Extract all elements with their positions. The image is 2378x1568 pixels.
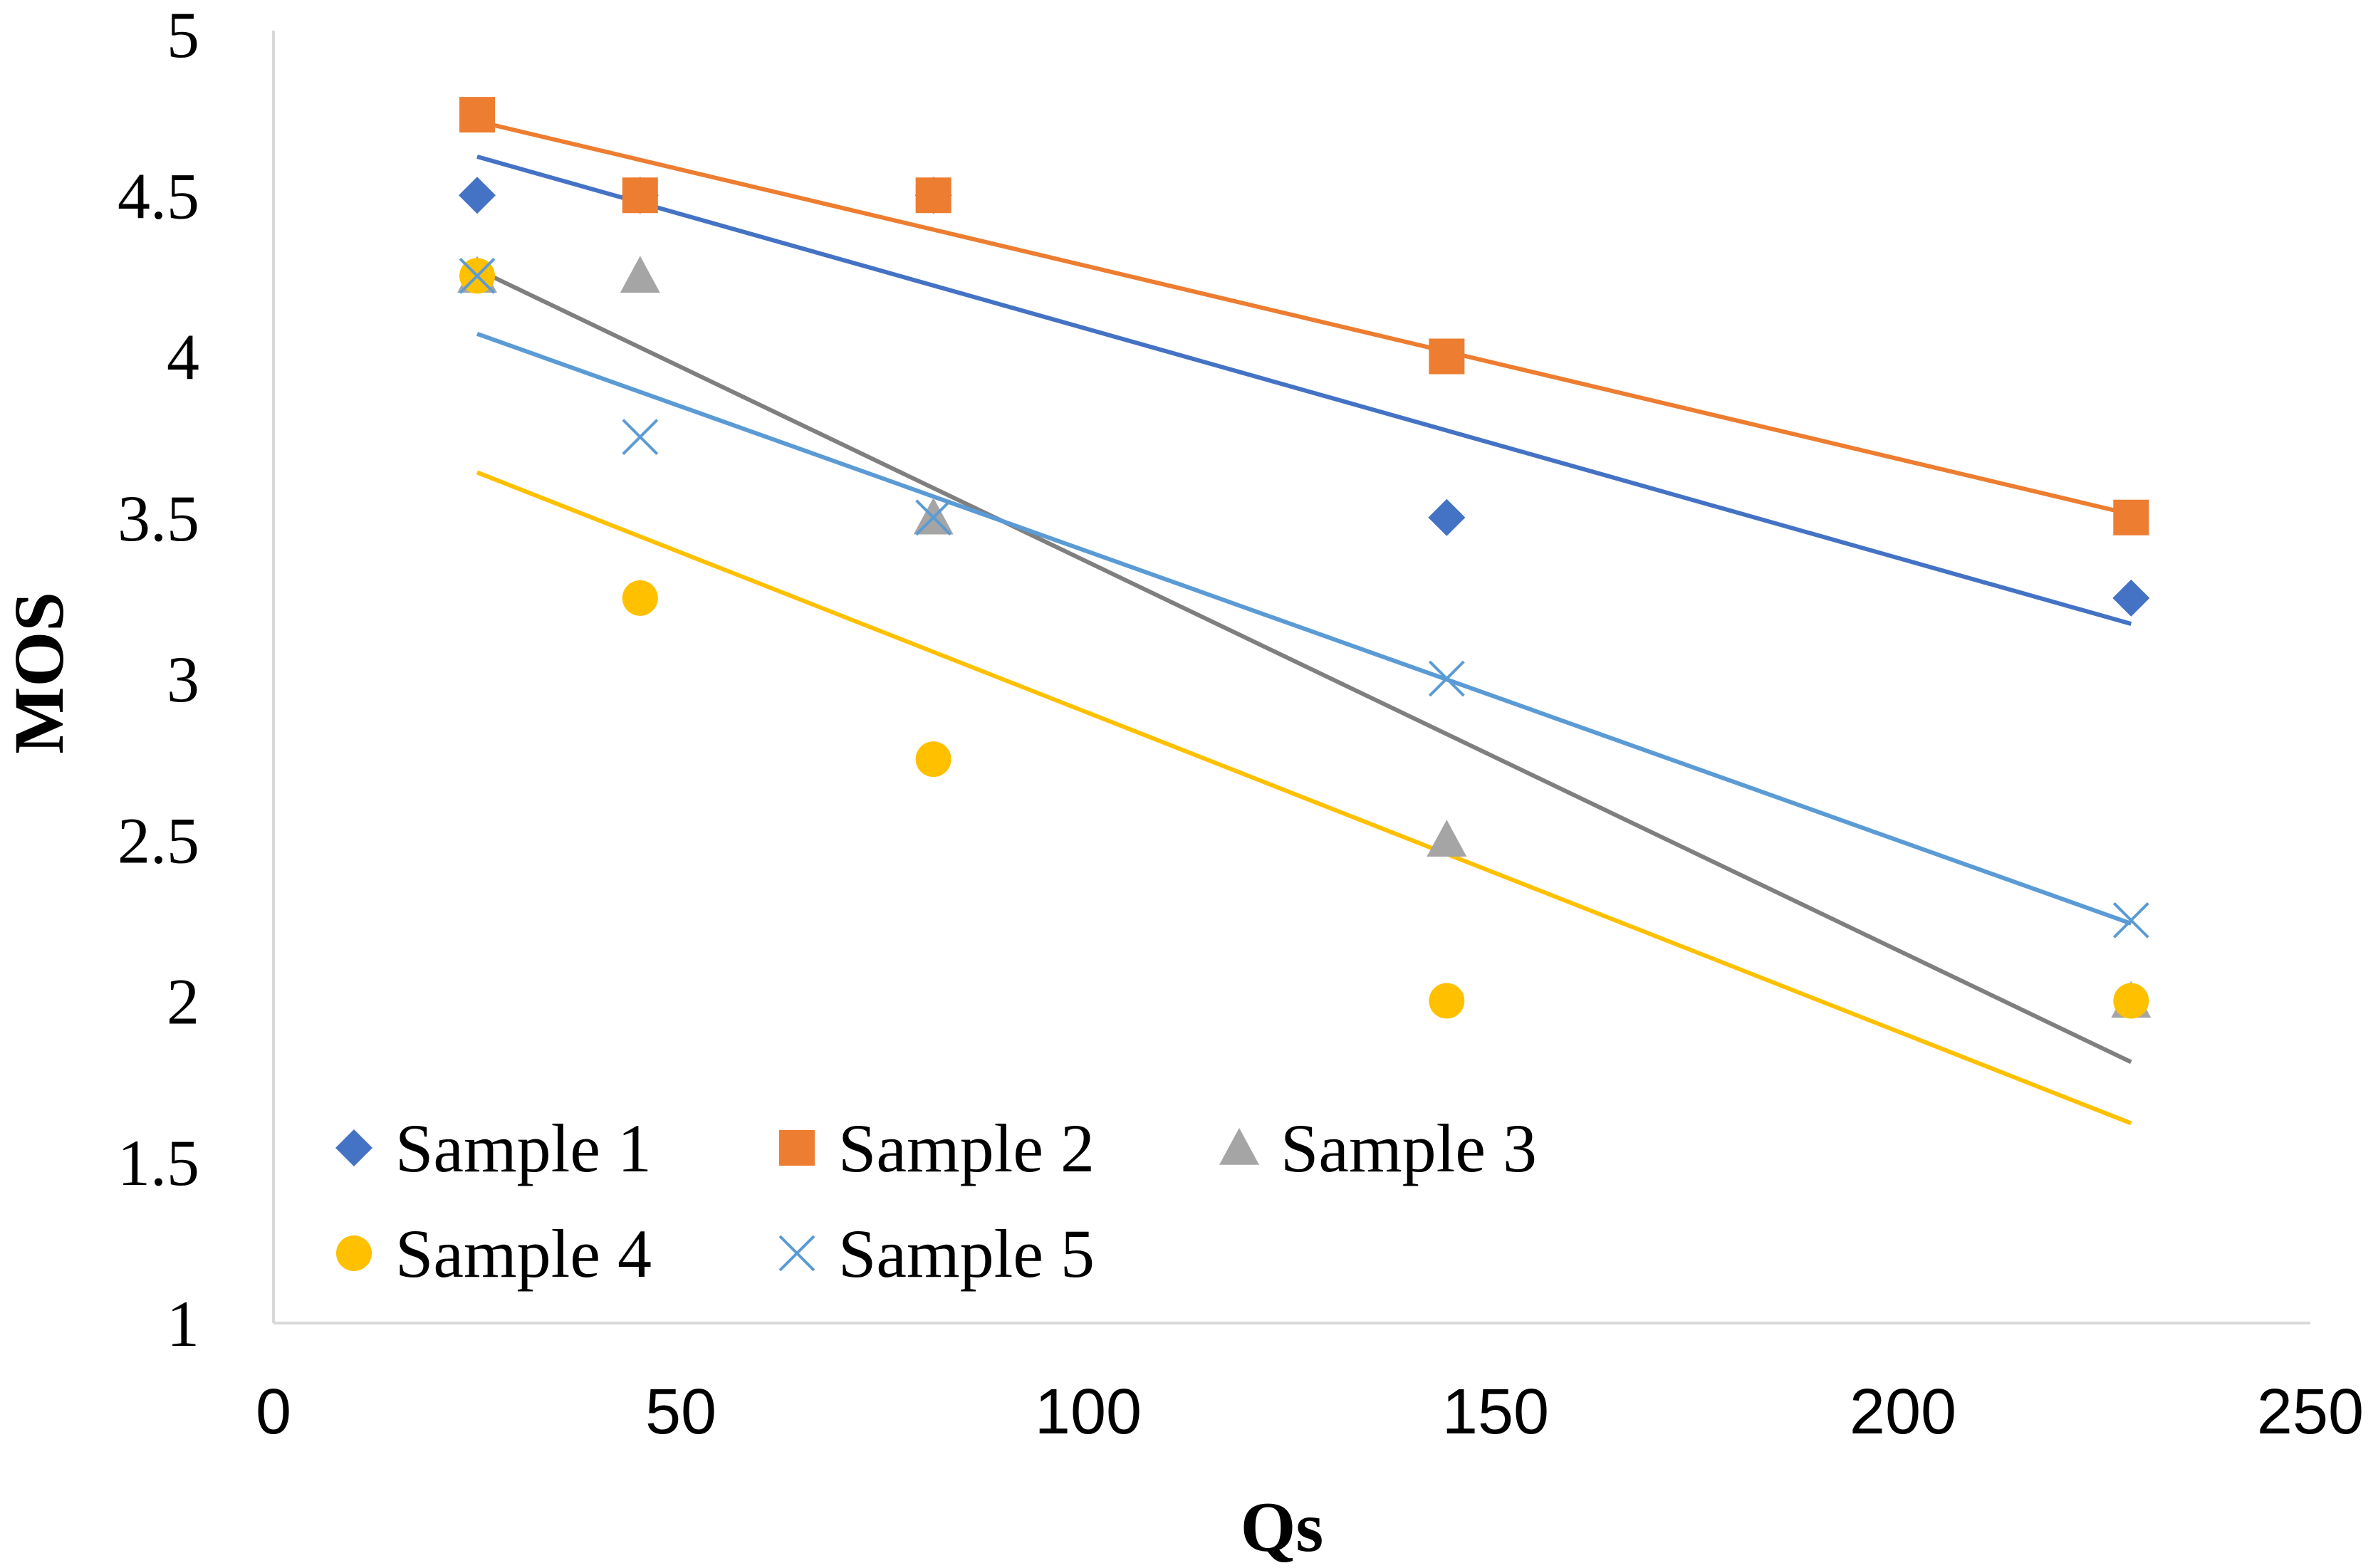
legend-marker <box>778 1235 815 1272</box>
x-marker-stroke <box>2112 901 2149 939</box>
legend: Sample 1 Sample 2 Sample 3 Sample 4 Sample 5 <box>335 1110 1537 1292</box>
data-point-sample-2 <box>915 177 951 214</box>
x-marker-stroke <box>1428 660 1465 697</box>
y-tick-label: 5 <box>167 0 199 71</box>
x-tick-label: 0 <box>256 1376 291 1448</box>
legend-label: Sample 5 <box>838 1216 1095 1292</box>
legend-item-sample-3: Sample 3 <box>1219 1110 1537 1186</box>
trendline-sample-4 <box>476 470 2132 1126</box>
legend-marker <box>1219 1128 1259 1165</box>
data-point-sample-4 <box>622 580 658 616</box>
y-tick-label: 3 <box>167 643 199 716</box>
legend-marker <box>335 1129 372 1166</box>
x-tick-label: 50 <box>645 1376 716 1448</box>
data-point-sample-2 <box>622 177 658 214</box>
data-point-sample-5 <box>1428 660 1465 697</box>
data-point-sample-1 <box>2112 579 2150 617</box>
x-tick-label: 150 <box>1442 1376 1549 1448</box>
data-point-sample-5 <box>459 257 496 294</box>
legend-marker <box>336 1235 372 1271</box>
data-point-sample-4 <box>915 741 951 778</box>
data-point-sample-2 <box>459 97 495 133</box>
x-marker-stroke <box>622 419 659 456</box>
y-tick-label: 1 <box>167 1287 199 1360</box>
y-tick-label: 1.5 <box>118 1127 199 1199</box>
axes <box>272 31 2310 1324</box>
data-point-sample-5 <box>915 499 952 536</box>
data-point-sample-5 <box>622 419 659 456</box>
legend-item-sample-2: Sample 2 <box>779 1110 1095 1186</box>
data-point-sample-2 <box>2113 499 2149 535</box>
x-marker-stroke <box>459 257 496 294</box>
trendlines <box>476 119 2132 1126</box>
legend-label: Sample 2 <box>838 1110 1095 1186</box>
y-axis-title: MOS <box>0 592 78 754</box>
data-point-sample-1 <box>459 177 496 214</box>
data-point-sample-3 <box>1427 820 1467 857</box>
y-tick-label: 2.5 <box>118 804 199 877</box>
data-points <box>457 97 2152 1019</box>
data-point-sample-4 <box>2113 983 2149 1019</box>
data-point-sample-5 <box>2112 901 2149 939</box>
legend-marker <box>779 1130 815 1166</box>
y-tick-label: 3.5 <box>118 482 199 555</box>
y-tick-label: 4.5 <box>118 160 199 232</box>
x-axis-title: Qs <box>1241 1488 1324 1567</box>
legend-label: Sample 4 <box>395 1216 652 1292</box>
x-marker-stroke <box>915 499 952 536</box>
trendline-sample-3 <box>476 267 2132 1065</box>
data-point-sample-4 <box>1429 983 1465 1019</box>
data-point-sample-2 <box>1429 338 1465 375</box>
trendline-sample-5 <box>476 331 2132 926</box>
data-point-sample-1 <box>1428 498 1466 536</box>
data-point-sample-3 <box>620 256 660 293</box>
trendline-sample-1 <box>476 155 2132 626</box>
trendline-sample-2 <box>476 119 2132 517</box>
legend-label: Sample 1 <box>395 1110 652 1186</box>
y-tick-label: 4 <box>167 321 199 394</box>
legend-label: Sample 3 <box>1281 1110 1537 1186</box>
tick-labels: 11.522.533.544.550 50 100 150 200 250 <box>118 0 2364 1448</box>
x-tick-label: 100 <box>1035 1376 1142 1448</box>
legend-item-sample-4: Sample 4 <box>336 1216 652 1292</box>
legend-item-sample-5: Sample 5 <box>778 1216 1095 1292</box>
legend-item-sample-1: Sample 1 <box>335 1110 652 1186</box>
y-tick-label: 2 <box>167 966 199 1038</box>
x-tick-label: 200 <box>1850 1376 1956 1448</box>
x-tick-label: 250 <box>2257 1376 2364 1448</box>
x-marker-stroke <box>778 1235 815 1272</box>
